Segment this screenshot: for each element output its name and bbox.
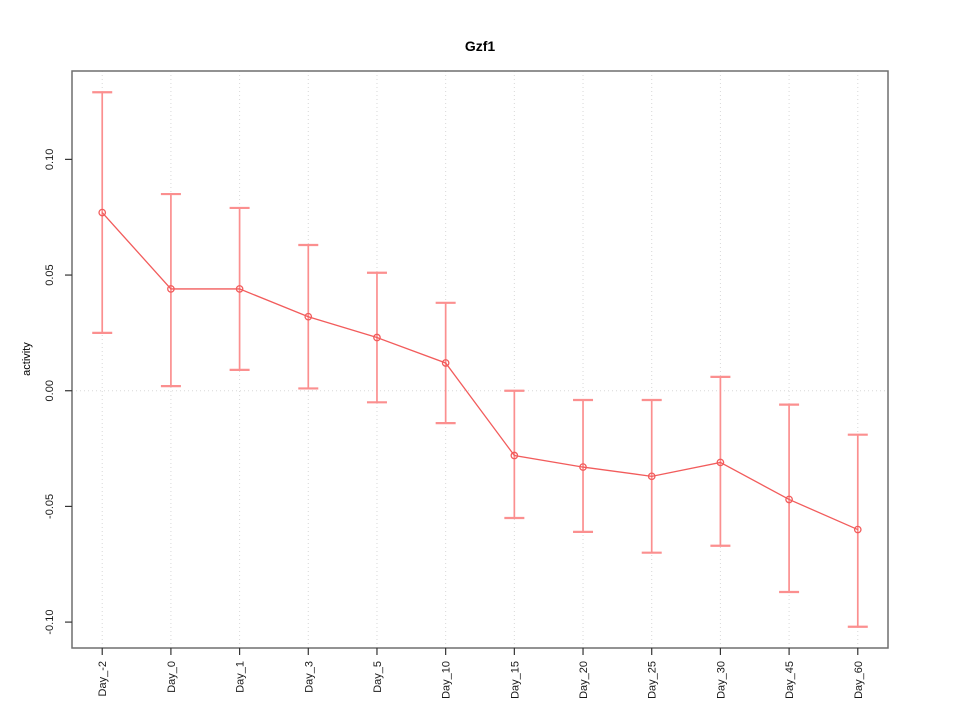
data-point-marker xyxy=(716,458,725,467)
data-point-marker xyxy=(785,495,793,504)
x-axis-tick-label: Day_45 xyxy=(784,661,796,699)
y-axis-tick-label: -0.05 xyxy=(44,494,56,519)
y-axis-tick-label: 0.00 xyxy=(44,380,56,401)
data-point-marker xyxy=(167,285,175,293)
data-point-marker xyxy=(304,312,313,321)
plot-border xyxy=(71,70,889,649)
data-point-marker xyxy=(373,333,381,342)
x-axis-tick-label: Day_1 xyxy=(235,661,247,693)
x-axis-tick-label: Day_3 xyxy=(303,661,315,693)
data-point-marker xyxy=(235,285,244,293)
data-point-marker xyxy=(853,525,862,534)
data-point-marker xyxy=(510,451,519,460)
x-axis-tick-label: Day_-2 xyxy=(97,661,109,696)
data-point-marker xyxy=(98,208,107,217)
x-axis-tick-label: Day_60 xyxy=(853,661,865,699)
x-axis-tick-label: Day_5 xyxy=(372,661,384,693)
series-line xyxy=(101,212,859,531)
data-point-marker xyxy=(579,463,587,471)
y-axis-tick-label: 0.10 xyxy=(44,149,56,170)
x-axis-tick-label: Day_25 xyxy=(647,661,659,699)
x-axis-tick-label: Day_10 xyxy=(441,661,453,699)
x-axis-tick-label: Day_15 xyxy=(509,661,521,699)
x-axis-tick-label: Day_30 xyxy=(715,661,727,699)
chart-title: Gzf1 xyxy=(464,38,496,54)
data-point-marker xyxy=(647,472,656,481)
x-axis-tick-label: Day_0 xyxy=(166,661,178,693)
y-axis-tick-label: -0.10 xyxy=(44,610,56,635)
y-axis-tick-label: 0.05 xyxy=(44,264,56,285)
data-point-marker xyxy=(441,359,450,367)
x-axis-tick-label: Day_20 xyxy=(578,661,590,699)
